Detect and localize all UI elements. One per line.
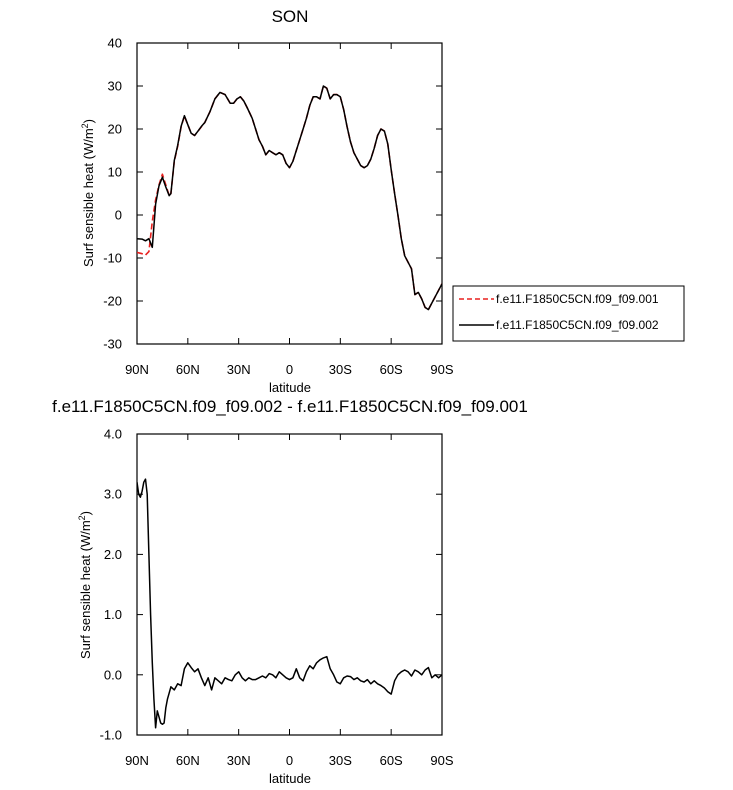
bottom-x-axis-label: latitude bbox=[269, 771, 311, 786]
top-x-tick-label: 30N bbox=[227, 362, 251, 377]
top-y-axis-label-sup: 2 bbox=[80, 123, 90, 128]
bottom-x-tick-label: 60N bbox=[176, 753, 200, 768]
bottom-y-tick-label: 3.0 bbox=[104, 487, 122, 502]
top-y-tick-label: -10 bbox=[103, 251, 122, 266]
top-x-tick-label: 0 bbox=[286, 362, 293, 377]
bottom-x-tick-label: 60S bbox=[380, 753, 403, 768]
bottom-y-axis-label-sup: 2 bbox=[77, 515, 87, 520]
bottom-y-axis-label-tail: ) bbox=[78, 511, 93, 515]
bottom-x-tick-label: 0 bbox=[286, 753, 293, 768]
bottom-x-tick-label: 30N bbox=[227, 753, 251, 768]
bottom-y-tick-label: 4.0 bbox=[104, 427, 122, 442]
top-y-tick-label: -30 bbox=[103, 337, 122, 352]
top-x-axis-label: latitude bbox=[269, 380, 311, 395]
top-series-group bbox=[137, 85, 442, 311]
top-chart-title: SON bbox=[272, 7, 309, 26]
bottom-chart: f.e11.F1850C5CN.f09_f09.002 - f.e11.F185… bbox=[52, 397, 528, 786]
top-y-axis-label-text: Surf sensible heat (W/m bbox=[81, 128, 96, 267]
bottom-y-tick-label: 1.0 bbox=[104, 607, 122, 622]
top-y-tick-label: 10 bbox=[108, 165, 122, 180]
top-y-axis-label: Surf sensible heat (W/m2) bbox=[80, 119, 96, 267]
top-x-tick-label: 60N bbox=[176, 362, 200, 377]
bottom-plot-frame bbox=[136, 433, 443, 736]
top-x-tick-label: 60S bbox=[380, 362, 403, 377]
bottom-series-line-1 bbox=[137, 478, 442, 729]
top-plot-frame bbox=[136, 42, 443, 345]
legend: f.e11.F1850C5CN.f09_f09.001 f.e11.F1850C… bbox=[452, 285, 685, 342]
bottom-x-axis: 90N 60N 30N 0 30S 60S 90S bbox=[125, 434, 454, 768]
bottom-y-axis-label: Surf sensible heat (W/m2) bbox=[77, 511, 93, 659]
bottom-y-axis: -1.0 0.0 1.0 2.0 3.0 4.0 bbox=[100, 427, 442, 743]
bottom-series-group bbox=[137, 478, 442, 729]
top-x-axis: 90N 60N 30N 0 30S 60S 90S bbox=[125, 43, 454, 377]
bottom-x-tick-label: 90N bbox=[125, 753, 149, 768]
legend-label-002: f.e11.F1850C5CN.f09_f09.002 bbox=[496, 318, 659, 332]
bottom-x-tick-label: 90S bbox=[430, 753, 453, 768]
bottom-x-tick-label: 30S bbox=[329, 753, 352, 768]
top-y-tick-label: -20 bbox=[103, 294, 122, 309]
bottom-chart-title: f.e11.F1850C5CN.f09_f09.002 - f.e11.F185… bbox=[52, 397, 528, 416]
top-y-tick-label: 20 bbox=[108, 122, 122, 137]
top-y-axis: -30 -20 -10 0 10 20 30 40 bbox=[103, 36, 442, 352]
top-x-tick-label: 30S bbox=[329, 362, 352, 377]
legend-box bbox=[452, 285, 685, 342]
bottom-y-axis-label-text: Surf sensible heat (W/m bbox=[78, 520, 93, 659]
top-x-tick-label: 90S bbox=[430, 362, 453, 377]
legend-label-001: f.e11.F1850C5CN.f09_f09.001 bbox=[496, 292, 659, 306]
top-y-tick-label: 30 bbox=[108, 79, 122, 94]
bottom-y-tick-label: 2.0 bbox=[104, 547, 122, 562]
top-series-line-2 bbox=[137, 85, 442, 311]
bottom-y-tick-label: -1.0 bbox=[100, 728, 122, 743]
top-y-tick-label: 40 bbox=[108, 36, 122, 51]
top-y-tick-label: 0 bbox=[115, 208, 122, 223]
top-x-tick-label: 90N bbox=[125, 362, 149, 377]
bottom-y-tick-label: 0.0 bbox=[104, 667, 122, 682]
top-y-axis-label-tail: ) bbox=[81, 119, 96, 123]
